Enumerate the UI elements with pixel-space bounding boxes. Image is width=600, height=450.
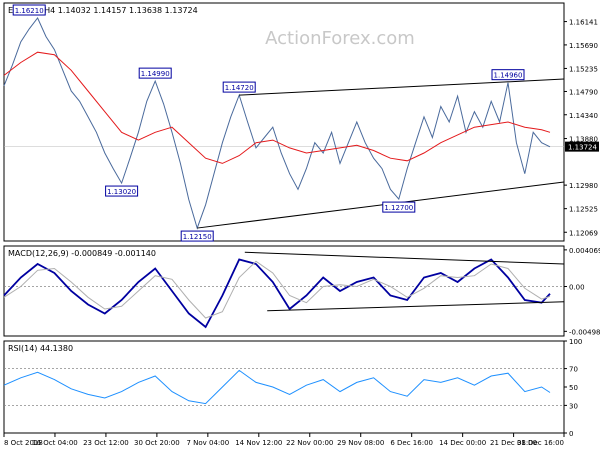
price-trendline [197, 181, 565, 229]
y-tick-label: 1.15690 [569, 42, 598, 50]
macd-series-line [3, 258, 551, 329]
y-tick-label: 100 [569, 338, 582, 346]
x-tick-label: 29 Nov 08:00 [337, 439, 384, 447]
price-annotation-label: 1.14960 [494, 72, 523, 80]
price-annotation-label: 1.13020 [107, 188, 136, 196]
price-layer: 1.16210 1.13020 1.14990 1.12150 1.14720 1.127… [3, 4, 565, 242]
y-tick-label: 1.12980 [569, 182, 598, 190]
price-series-line [3, 17, 551, 230]
price-annotation-label: 1.12700 [384, 204, 413, 212]
price-panel-title: EURUSD,H4 1.14032 1.14157 1.13638 1.1372… [8, 6, 198, 15]
rsi-series-line [3, 369, 551, 405]
y-tick-label: 50 [569, 384, 578, 392]
y-tick-label: 0.00 [569, 284, 585, 292]
price-annotation-box [382, 201, 416, 213]
x-tick-label: 23 Oct 12:00 [83, 439, 129, 447]
price-panel-frame [3, 2, 565, 242]
current-price-label: 1.13724 [568, 144, 597, 152]
price-annotation-box [222, 81, 256, 93]
x-tick-label: 31 Dec 16:00 [517, 439, 564, 447]
macd-panel-frame [3, 245, 565, 337]
price-annotation-box [138, 67, 172, 79]
y-tick-label: 1.12069 [569, 229, 598, 237]
macd-layer [3, 251, 565, 329]
price-annotation-label: 1.14720 [225, 84, 254, 92]
y-tick-label: 1.14340 [569, 112, 598, 120]
y-tick-label: 0.004069 [569, 247, 600, 255]
macd-trendline [267, 301, 565, 312]
price-trendline [239, 78, 565, 96]
x-tick-label: 30 Oct 20:00 [134, 439, 180, 447]
current-price-box [565, 141, 599, 152]
price-annotation-label: 1.12150 [183, 233, 212, 241]
price-annotation-box [180, 230, 214, 242]
rsi-layer [3, 369, 551, 405]
price-annotation-box [491, 69, 525, 81]
y-tick-label: 1.14790 [569, 88, 598, 96]
y-tick-label: 1.15235 [569, 65, 598, 73]
price-annotation-box [105, 185, 139, 197]
x-tick-label: 22 Nov 00:00 [286, 439, 333, 447]
price-annotation-box [12, 4, 46, 16]
price-annotation-label: 1.16210 [15, 7, 44, 15]
macd-trendline [244, 251, 565, 265]
y-tick-label: 1.16141 [569, 19, 598, 27]
x-tick-label: 14 Dec 00:00 [439, 439, 486, 447]
watermark-text: ActionForex.com [265, 28, 415, 49]
rsi-panel-title: RSI(14) 44.1380 [8, 344, 73, 353]
y-tick-label: 70 [569, 366, 578, 374]
macd-panel-title: MACD(12,26,9) -0.000849 -0.001140 [8, 249, 156, 258]
x-tick-label: 16 Oct 04:00 [32, 439, 78, 447]
y-tick-label: 0 [569, 430, 573, 438]
price-series-line [3, 51, 551, 164]
x-tick-label: 8 Oct 2018 [4, 439, 43, 447]
y-tick-label: 1.12525 [569, 206, 598, 214]
x-tick-label: 14 Nov 12:00 [235, 439, 282, 447]
price-annotation-label: 1.14990 [141, 70, 170, 78]
y-axis-layer: 1.16141 1.15690 1.15235 1.14790 1.14340 1.138… [564, 19, 600, 438]
y-tick-label: 30 [569, 402, 578, 410]
macd-series-line [3, 260, 551, 319]
x-tick-label: 6 Dec 16:00 [390, 439, 433, 447]
y-tick-label: 1.13880 [569, 136, 598, 144]
grid-layer [4, 146, 564, 406]
x-tick-label: 21 Dec 08:00 [490, 439, 537, 447]
x-tick-label: 7 Nov 04:00 [186, 439, 229, 447]
